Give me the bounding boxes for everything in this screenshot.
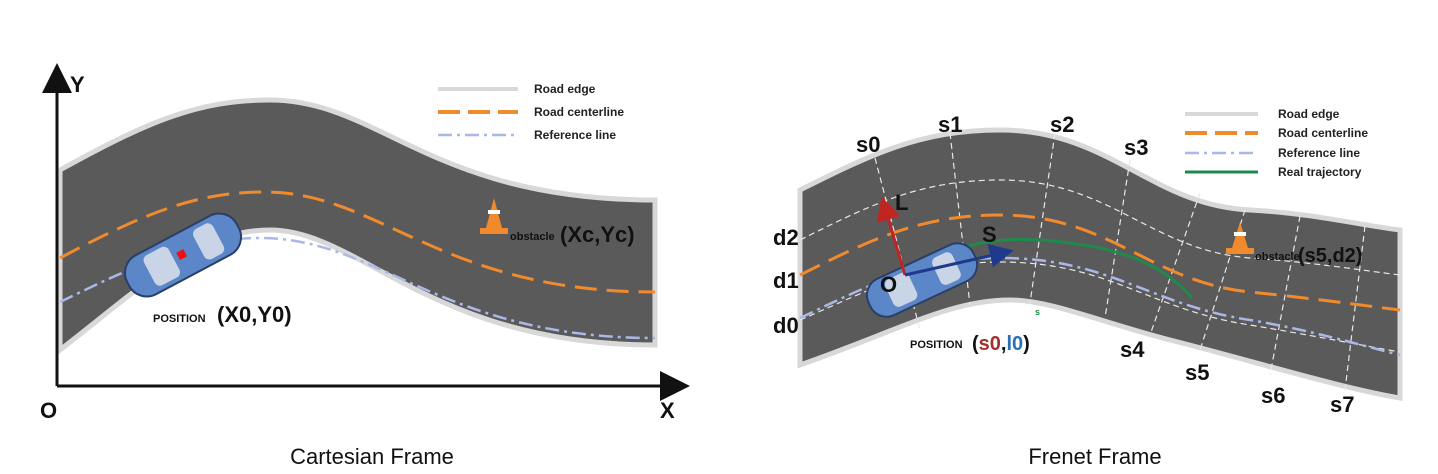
frenet-legend-road-edge: Road edge [1278, 107, 1340, 121]
frenet-position-l: l0 [1006, 333, 1023, 355]
frenet-legend-reference-line: Reference line [1278, 146, 1360, 160]
frenet-legend-real-trajectory: Real trajectory [1278, 165, 1362, 179]
frenet-position-s: s0 [979, 333, 1001, 355]
frenet-s7-label: s7 [1330, 392, 1354, 417]
frenet-s5-label: s5 [1185, 360, 1209, 385]
cartesian-x-label: X [660, 398, 675, 423]
frenet-s1-label: s1 [938, 112, 962, 137]
cartesian-legend-road-edge: Road edge [534, 82, 596, 96]
frenet-frame: L S O s0 s1 s2 s3 s4 s5 s6 s7 d2 d1 d0 s… [773, 107, 1400, 469]
frenet-origin-label: O [880, 272, 897, 297]
frenet-position-label: POSITION [910, 339, 963, 351]
frenet-trajectory-end-mark: s [1035, 307, 1040, 317]
frenet-s6-label: s6 [1261, 383, 1285, 408]
frenet-vector-s-label: S [982, 222, 997, 247]
frenet-obstacle-label: obstacle [1255, 251, 1300, 263]
frenet-legend-road-centerline: Road centerline [1278, 126, 1368, 140]
cartesian-caption: Cartesian Frame [290, 444, 454, 469]
frenet-position-value: (s0,l0) [972, 333, 1030, 355]
cartesian-position-label: POSITION [153, 313, 206, 325]
cartesian-legend-reference-line: Reference line [534, 128, 616, 142]
cartesian-obstacle-value: (Xc,Yc) [560, 222, 635, 247]
frenet-d1-label: d1 [773, 268, 799, 293]
frenet-legend: Road edge Road centerline Reference line… [1185, 107, 1368, 179]
cartesian-frame: Y X O obstacle (Xc,Yc) POSITION (X0,Y0) … [40, 72, 675, 469]
frenet-vector-l-label: L [895, 190, 908, 215]
frenet-d2-label: d2 [773, 225, 799, 250]
cartesian-legend: Road edge Road centerline Reference line [438, 82, 624, 142]
frenet-s4-label: s4 [1120, 337, 1145, 362]
frenet-s2-label: s2 [1050, 112, 1074, 137]
frenet-d0-label: d0 [773, 313, 799, 338]
cartesian-legend-road-centerline: Road centerline [534, 105, 624, 119]
cartesian-origin-label: O [40, 398, 57, 423]
cartesian-position-value: (X0,Y0) [217, 302, 292, 327]
frenet-s0-label: s0 [856, 132, 880, 157]
cartesian-obstacle-label: obstacle [510, 231, 555, 243]
frenet-s3-label: s3 [1124, 135, 1148, 160]
frenet-obstacle-value: (s5,d2) [1298, 245, 1362, 267]
cartesian-y-label: Y [70, 72, 85, 97]
frenet-position-close: ) [1023, 333, 1030, 355]
frenet-caption: Frenet Frame [1028, 444, 1161, 469]
